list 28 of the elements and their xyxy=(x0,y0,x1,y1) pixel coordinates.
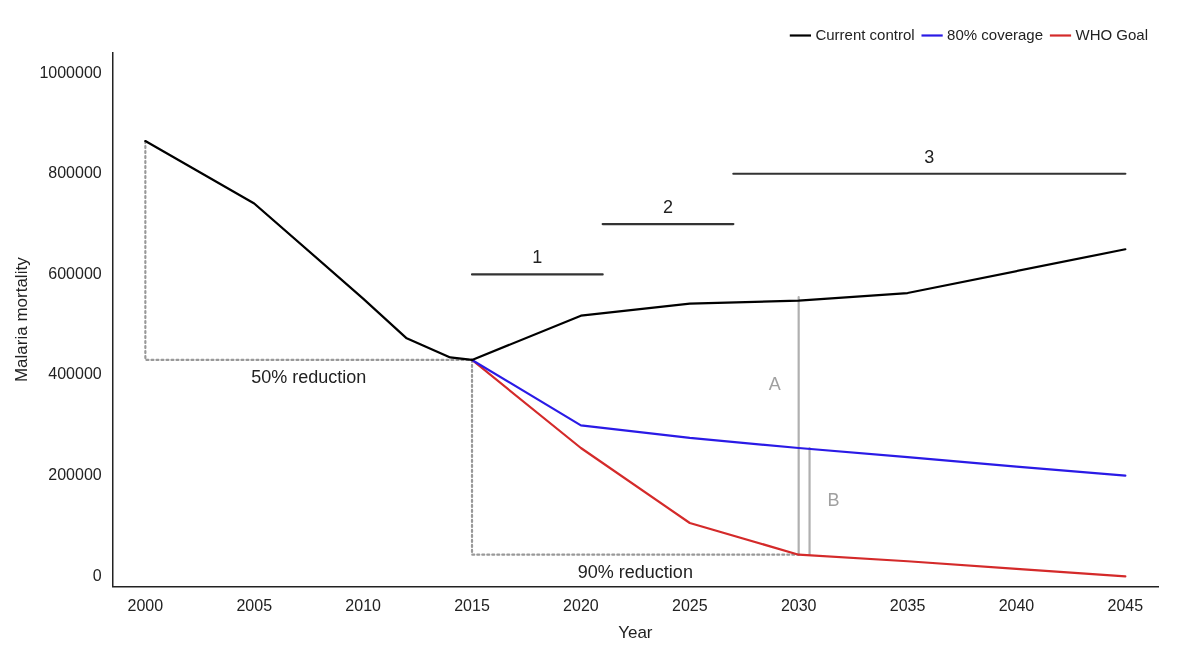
annotation: A xyxy=(768,374,781,395)
y-tick-label: 600000 xyxy=(48,264,102,282)
y-axis-title: Malaria mortality xyxy=(11,256,31,383)
y-tick-label: 400000 xyxy=(48,365,102,383)
x-tick-label: 2000 xyxy=(127,597,164,615)
annotation: 90% reduction xyxy=(577,561,693,582)
x-axis-title: Year xyxy=(618,623,653,643)
x-tick-label: 2030 xyxy=(780,597,817,615)
legend-label: WHO Goal xyxy=(1075,25,1149,43)
x-tick-label: 2035 xyxy=(889,597,926,615)
x-tick-label: 2015 xyxy=(454,597,490,615)
x-tick-label: 2005 xyxy=(236,597,273,615)
annotation: 1 xyxy=(532,247,543,268)
x-tick-label: 2040 xyxy=(998,597,1035,615)
legend-label: 80% coverage xyxy=(947,25,1043,43)
y-tick-label: 0 xyxy=(92,566,102,584)
annotation: 2 xyxy=(663,197,674,218)
x-tick-label: 2010 xyxy=(345,597,382,615)
y-tick-label: 1000000 xyxy=(39,63,102,81)
legend-label: Current control xyxy=(815,25,915,43)
annotation: 3 xyxy=(924,146,935,167)
annotation: B xyxy=(827,489,840,510)
annotation: 50% reduction xyxy=(251,366,367,387)
y-tick-label: 200000 xyxy=(48,466,102,484)
y-tick-label: 800000 xyxy=(48,164,102,182)
x-tick-label: 2020 xyxy=(563,597,599,615)
x-tick-label: 2025 xyxy=(671,597,708,615)
x-tick-label: 2045 xyxy=(1107,597,1144,615)
